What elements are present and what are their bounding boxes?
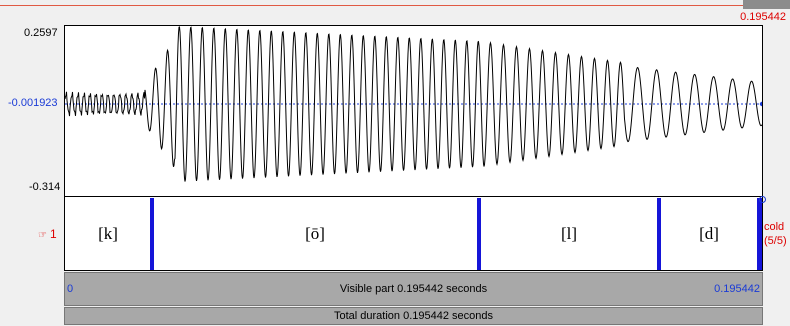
tier-panel[interactable] (64, 197, 763, 271)
end-point-marker (759, 101, 762, 107)
boundary-circle-marker (759, 196, 766, 203)
waveform-panel[interactable] (64, 25, 763, 197)
interval-label-k[interactable]: [k] (98, 224, 118, 243)
visible-part-bar[interactable]: 0 Visible part 0.195442 seconds 0.195442 (64, 272, 763, 306)
interval-boundary[interactable] (657, 198, 661, 270)
interval-label-o[interactable]: [ō] (305, 224, 325, 243)
total-duration-label: Total duration 0.195442 seconds (333, 310, 493, 322)
total-duration-bar[interactable]: Total duration 0.195442 seconds (64, 307, 763, 325)
tier-number[interactable]: ☞ 1 (38, 227, 57, 241)
interval-label-l[interactable]: [l] (560, 224, 578, 243)
time-cursor-line (0, 5, 790, 6)
amplitude-min-label: -0.314 (29, 181, 61, 193)
cursor-time-label: 0.195442 (740, 11, 786, 23)
tier-name[interactable]: cold (5/5) (764, 220, 787, 248)
tier-number-text: 1 (49, 227, 57, 241)
interval-label-d[interactable]: [d] (699, 224, 719, 243)
interval-boundary[interactable] (150, 198, 154, 270)
waveform-svg (65, 26, 762, 182)
horizontal-scroll-thumb[interactable] (743, 0, 790, 9)
tier-interval-count: (5/5) (764, 235, 787, 247)
visible-part-label: Visible part 0.195442 seconds (339, 283, 488, 295)
visible-end-time: 0.195442 (714, 283, 760, 295)
amplitude-zero-label: -0.001923 (8, 97, 58, 109)
amplitude-max-label: 0.2597 (24, 27, 58, 39)
tier-name-text: cold (764, 221, 785, 233)
visible-start-time: 0 (67, 283, 74, 295)
interval-boundary[interactable] (757, 198, 762, 270)
pointing-hand-icon: ☞ (38, 230, 47, 241)
waveform-trace (65, 26, 762, 182)
interval-boundary[interactable] (477, 198, 481, 270)
